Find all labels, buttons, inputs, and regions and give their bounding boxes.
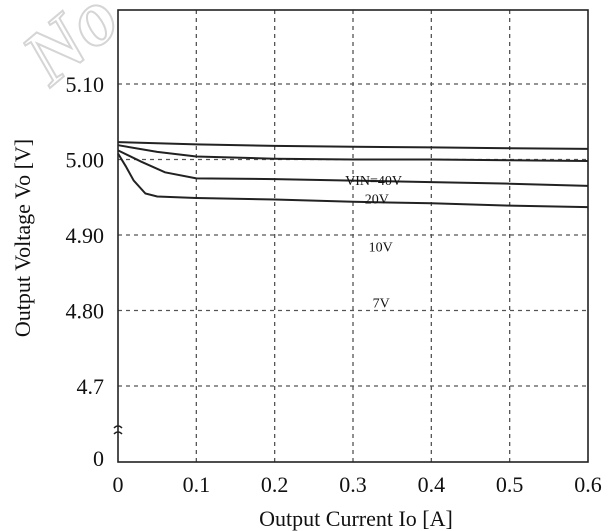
- x-tick-label: 0.1: [183, 472, 211, 497]
- y-tick-label: 5.10: [66, 72, 105, 97]
- series-label: 7V: [373, 296, 390, 311]
- y-axis-label: Output Voltage Vo [V]: [10, 139, 35, 337]
- axis-break-squiggle: [113, 425, 123, 435]
- curve-labels: VIN=40V 20V 10V 7V: [345, 174, 402, 311]
- series-label: 20V: [365, 192, 389, 207]
- grid: [118, 10, 588, 462]
- y-tick-labels: 5.10 5.00 4.90 4.80 4.7 0: [66, 72, 105, 471]
- plot-frame: [117, 9, 589, 463]
- series-line: [117, 141, 589, 150]
- y-axis-break-mark: [113, 425, 123, 435]
- x-tick-label: 0.6: [574, 472, 602, 497]
- x-tick-label: 0.5: [496, 472, 524, 497]
- x-tick-labels: 0 0.1 0.2 0.3 0.4 0.5 0.6: [113, 472, 602, 497]
- series-label: 10V: [369, 241, 393, 256]
- y-tick-label: 4.7: [77, 374, 105, 399]
- x-tick-label: 0.4: [418, 472, 446, 497]
- series-line: [117, 152, 589, 209]
- series-line: [117, 144, 589, 162]
- x-tick-label: 0.3: [339, 472, 367, 497]
- y-tick-label: 0: [93, 446, 104, 471]
- y-tick-label: 4.80: [66, 299, 105, 324]
- y-tick-label: 4.90: [66, 223, 105, 248]
- x-tick-label: 0.2: [261, 472, 289, 497]
- series-line: [117, 149, 589, 187]
- x-tick-label: 0: [113, 472, 124, 497]
- curves: [117, 141, 589, 209]
- y-tick-label: 5.00: [66, 148, 105, 173]
- series-label: VIN=40V: [345, 174, 402, 189]
- x-axis-label: Output Current Io [A]: [259, 506, 453, 531]
